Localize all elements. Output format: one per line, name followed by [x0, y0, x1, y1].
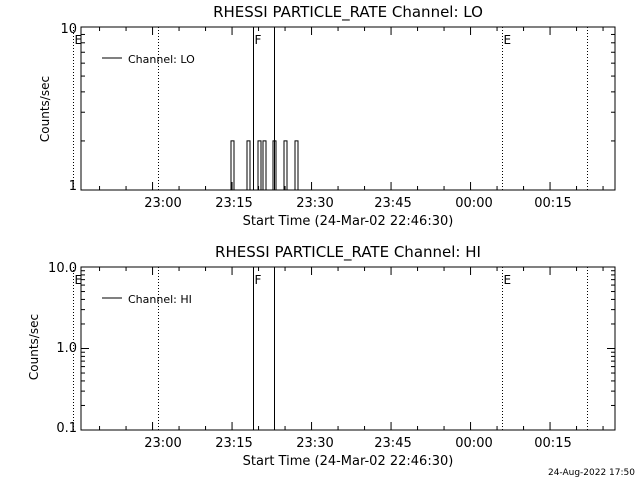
plot-frame-hi — [80, 266, 616, 431]
axis-ticks-hi — [81, 266, 615, 431]
x-tick-label-lo: 00:00 — [455, 196, 492, 211]
data-spike — [246, 140, 251, 190]
panel-lo: RHESSI PARTICLE_RATE Channel: LO Counts/… — [38, 3, 616, 229]
legend-label-lo: Channel: LO — [128, 53, 195, 66]
data-spike — [283, 140, 288, 190]
y-tick-label-1-hi: 1.0 — [56, 341, 77, 356]
data-spike — [262, 140, 267, 190]
y-tick-label-10-hi: 10.0 — [48, 261, 77, 276]
plot-frame-lo — [80, 26, 616, 191]
legend-lo: Channel: LO — [102, 53, 195, 66]
x-tick-label-lo: 23:00 — [144, 196, 181, 211]
y-axis-label-hi: Counts/sec — [27, 314, 41, 380]
y-axis-label-lo: Counts/sec — [38, 76, 52, 142]
y-tick-label-10-lo: 10 — [60, 22, 77, 37]
x-tick-label-lo: 23:15 — [215, 196, 252, 211]
chart-title-lo: RHESSI PARTICLE_RATE Channel: LO — [213, 3, 483, 22]
event-marker-label: E — [75, 33, 83, 47]
x-tick-label-hi: 23:30 — [296, 436, 333, 451]
chart-title-hi: RHESSI PARTICLE_RATE Channel: HI — [215, 243, 481, 262]
panel-hi: RHESSI PARTICLE_RATE Channel: HI Counts/… — [27, 243, 616, 469]
x-tick-label-hi: 00:00 — [455, 436, 492, 451]
event-marker-label: F — [255, 33, 262, 47]
x-tick-label-hi: 00:15 — [534, 436, 571, 451]
x-tick-label-hi: 23:45 — [374, 436, 411, 451]
event-marker-label: E — [75, 273, 83, 287]
footer-timestamp: 24-Aug-2022 17:50 — [548, 468, 635, 478]
x-tick-label-lo: 23:45 — [374, 196, 411, 211]
data-spike — [272, 140, 277, 190]
data-spike — [230, 140, 235, 190]
legend-label-hi: Channel: HI — [128, 293, 192, 306]
event-marker-label: E — [504, 273, 512, 287]
x-tick-label-hi: 23:15 — [215, 436, 252, 451]
data-series-lo — [230, 140, 299, 190]
x-axis-label-hi: Start Time (24-Mar-02 22:46:30) — [243, 454, 454, 469]
event-marker-label: F — [255, 273, 262, 287]
x-tick-label-hi: 23:00 — [144, 436, 181, 451]
axis-ticks-lo — [81, 26, 615, 191]
x-tick-label-lo: 23:30 — [296, 196, 333, 211]
legend-hi: Channel: HI — [102, 293, 192, 306]
x-axis-label-lo: Start Time (24-Mar-02 22:46:30) — [243, 214, 454, 229]
y-tick-label-1-lo: 1 — [69, 179, 77, 194]
data-spike — [257, 140, 262, 190]
y-tick-label-0.1-hi: 0.1 — [56, 421, 77, 436]
x-tick-labels-hi: 23:00 23:15 23:30 23:45 00:00 00:15 — [144, 436, 571, 451]
event-marker-label: E — [504, 33, 512, 47]
x-tick-label-lo: 00:15 — [534, 196, 571, 211]
data-spike — [294, 140, 299, 190]
x-tick-labels-lo: 23:00 23:15 23:30 23:45 00:00 00:15 — [144, 196, 571, 211]
